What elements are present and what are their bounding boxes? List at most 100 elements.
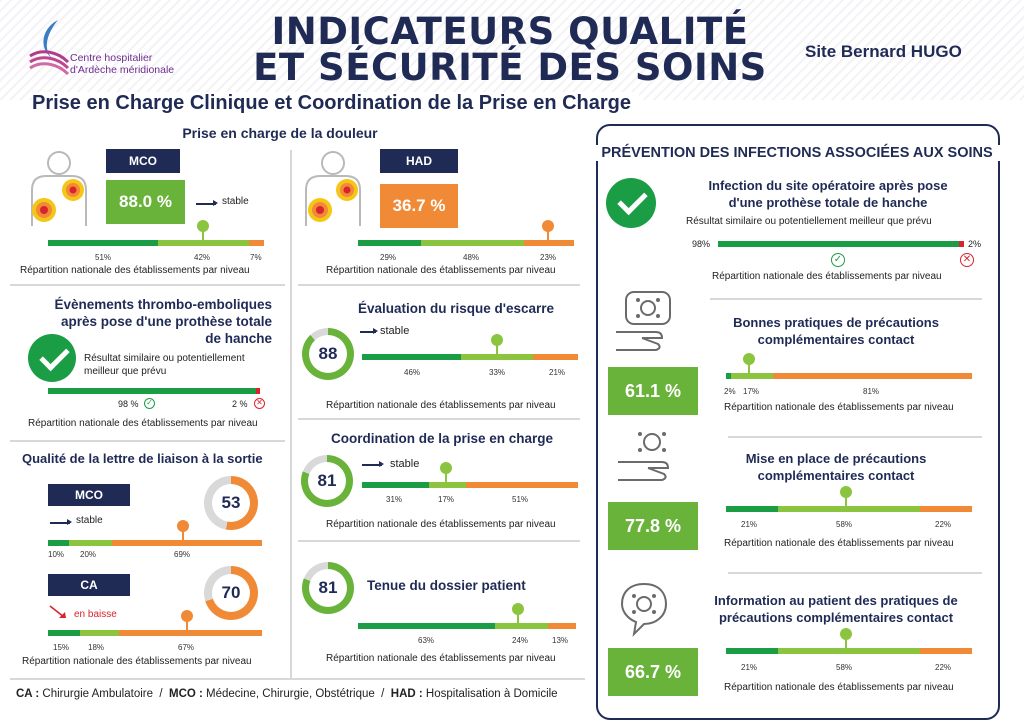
trend-label: stable <box>222 196 249 207</box>
coord-score: 81 <box>308 462 346 500</box>
cross-circle-icon: ✕ <box>254 398 265 409</box>
trend-label: stable <box>76 515 103 526</box>
national-distribution-bar <box>48 630 262 636</box>
position-marker <box>177 520 189 541</box>
mp-title-line: complémentaires contact <box>757 468 915 483</box>
escarre-score: 88 <box>309 335 347 373</box>
legend-mco-abbr: MCO : <box>168 688 203 700</box>
lettre-title: Qualité de la lettre de liaison à la sor… <box>22 451 263 466</box>
logo-line-2: d'Ardèche méridionale <box>70 64 175 76</box>
national-distribution-bar <box>362 482 578 488</box>
national-caption: Répartition nationale des établissements… <box>22 656 252 667</box>
national-caption: Répartition nationale des établissements… <box>724 682 954 693</box>
national-distribution-bar <box>48 388 260 394</box>
bp-title-line: Bonnes pratiques de précautions <box>733 315 939 330</box>
arrow-down-right-icon <box>49 605 66 618</box>
dist-pct: 22% <box>935 663 952 672</box>
national-distribution-bar <box>726 648 972 654</box>
arrow-right-icon <box>360 328 378 334</box>
dist-pct: 58% <box>836 663 853 672</box>
pain-body-icon <box>305 151 361 226</box>
main-title-line-1: INDICATEURS QUALITÉ <box>271 10 749 53</box>
legend-had-abbr: HAD : <box>390 688 423 700</box>
legend-mco: Médecine, Chirurgie, Obstétrique / <box>202 688 391 700</box>
row-divider <box>10 440 285 442</box>
position-marker <box>181 610 193 631</box>
coord-title: Coordination de la prise en charge <box>331 431 554 446</box>
national-caption: Répartition nationale des établissements… <box>712 271 942 282</box>
similar-result-line: meilleur que prévu <box>84 366 167 377</box>
douleur-mco-value: 88.0 % <box>106 180 185 224</box>
check-icon <box>606 178 656 228</box>
cross-circle-icon: ✕ <box>960 253 974 267</box>
hand-germ-icon <box>616 291 671 351</box>
pain-body-icon <box>31 151 87 226</box>
iso-title-line: d'une prothèse totale de hanche <box>728 195 928 210</box>
escarre-title: Évaluation du risque d'escarre <box>358 301 555 316</box>
row-divider <box>298 284 580 286</box>
national-distribution-bar <box>726 373 972 379</box>
header-hatch-background <box>0 0 1024 100</box>
dist-pct: 67% <box>178 643 195 652</box>
national-caption: Répartition nationale des établissements… <box>724 538 954 549</box>
national-caption: Répartition nationale des établissements… <box>724 402 954 413</box>
arrow-right-icon <box>196 200 218 206</box>
position-marker <box>512 603 524 624</box>
dist-pct: 63% <box>418 636 435 645</box>
mp-title-line: Mise en place de précautions <box>745 451 927 466</box>
mp-title: Mise en place de précautions complémenta… <box>686 450 986 484</box>
iso-title-line: Infection du site opératoire après pose <box>708 178 948 193</box>
footer-divider <box>10 678 585 680</box>
bp-title-line: complémentaires contact <box>757 332 915 347</box>
logo-text: Centre hospitalier d'Ardèche méridionale <box>70 52 174 76</box>
dist-pct: 29% <box>380 253 397 262</box>
dist-pct: 23% <box>540 253 557 262</box>
bp-title: Bonnes pratiques de précautions compléme… <box>686 314 986 348</box>
thrombo-title-line: Évènements thrombo-emboliques <box>54 297 272 312</box>
trend-label: stable <box>390 458 420 470</box>
lettre-ca-score: 70 <box>212 574 250 612</box>
mp-value: 77.8 % <box>608 502 698 550</box>
info-title-line: précautions complémentaires contact <box>718 610 954 625</box>
position-marker <box>197 220 209 241</box>
site-name: Site Bernard HUGO <box>805 42 962 61</box>
dist-pct: 21% <box>549 368 566 377</box>
row-divider <box>728 572 982 574</box>
dist-pct: 2% <box>968 239 982 249</box>
douleur-had-value: 36.7 % <box>380 184 458 228</box>
position-marker <box>840 486 852 507</box>
douleur-title: Prise en charge de la douleur <box>182 125 378 141</box>
dist-pct: 7% <box>250 253 262 262</box>
dist-pct: 46% <box>404 368 421 377</box>
position-marker <box>542 220 554 241</box>
national-caption: Répartition nationale des établissements… <box>20 265 250 276</box>
dist-pct: 18% <box>88 643 105 652</box>
iso-title: Infection du site opératoire après pose … <box>668 177 988 211</box>
mco-tag: MCO <box>48 484 130 506</box>
national-caption: Répartition nationale des établissements… <box>326 400 556 411</box>
thrombo-title-line: de hanche <box>205 331 272 346</box>
dist-pct: 42% <box>194 253 211 262</box>
arrow-right-icon <box>50 519 72 525</box>
dist-pct: 98% <box>692 239 711 249</box>
dist-pct: 21% <box>741 520 758 529</box>
page-subtitle: Prise en Charge Clinique et Coordination… <box>32 92 640 115</box>
dist-pct: 98 % <box>118 399 139 409</box>
row-divider <box>10 284 285 286</box>
dist-pct: 48% <box>463 253 480 262</box>
national-caption: Répartition nationale des établissements… <box>28 418 258 429</box>
dist-pct: 24% <box>512 636 529 645</box>
info-value: 66.7 % <box>608 648 698 696</box>
lettre-mco-score: 53 <box>212 484 250 522</box>
similar-result-line: Résultat similaire ou potentiellement <box>84 353 245 364</box>
national-distribution-bar <box>48 240 264 246</box>
dist-pct: 51% <box>512 495 529 504</box>
legend-ca-abbr: CA : <box>16 688 40 700</box>
prevention-panel <box>596 124 1000 720</box>
column-divider <box>290 150 292 680</box>
dist-pct: 20% <box>80 550 97 559</box>
position-marker <box>440 462 452 483</box>
speech-germ-icon <box>620 582 668 637</box>
dist-pct: 58% <box>836 520 853 529</box>
national-distribution-bar <box>358 623 576 629</box>
